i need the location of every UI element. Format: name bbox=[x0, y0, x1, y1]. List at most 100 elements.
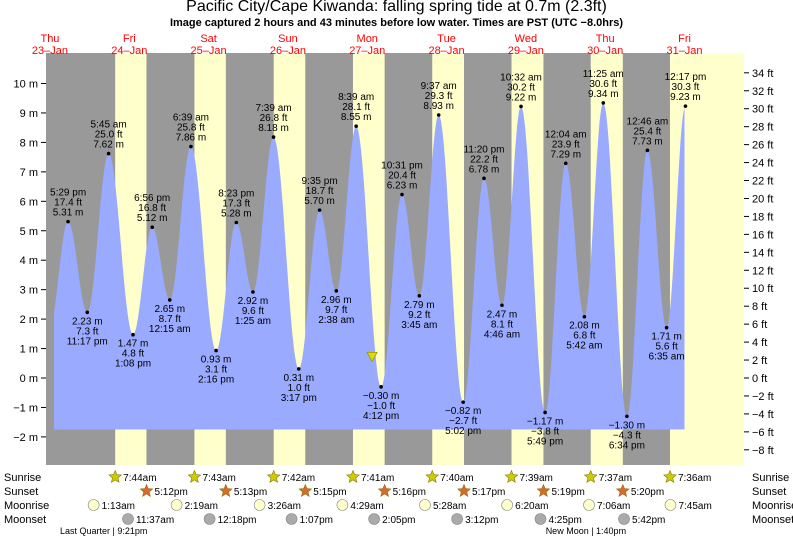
tide-label: 5:49 pm bbox=[527, 436, 563, 447]
tide-curve bbox=[53, 103, 685, 430]
tide-label: 10:32 am bbox=[500, 72, 542, 83]
tide-point bbox=[271, 135, 276, 139]
tide-label: 5:42 am bbox=[566, 341, 602, 352]
moonrise-time: 1:13am bbox=[102, 501, 135, 512]
moonset-time: 4:25pm bbox=[548, 515, 581, 526]
sunset-icon bbox=[139, 483, 154, 497]
sunset-time: 5:17pm bbox=[472, 487, 505, 498]
tide-label: 9.7 ft bbox=[325, 305, 347, 316]
moonrise-icon bbox=[170, 499, 183, 511]
left-axis-label: 9 m bbox=[20, 108, 38, 120]
tide-point bbox=[563, 161, 568, 166]
tide-label: 6:35 am bbox=[649, 352, 685, 363]
day-header-date: 30–Jan bbox=[587, 45, 623, 57]
right-axis-label: 34 ft bbox=[752, 68, 773, 80]
sunset-icon bbox=[457, 483, 471, 497]
tide-point bbox=[66, 219, 70, 224]
moonset-time: 2:05pm bbox=[382, 515, 415, 526]
tide-label: 9:37 am bbox=[421, 81, 457, 92]
tide-point bbox=[519, 104, 523, 109]
left-axis-label: 3 m bbox=[20, 285, 38, 297]
sunset-row-label-left: Sunset bbox=[4, 486, 38, 498]
tide-point bbox=[664, 325, 669, 330]
tide-label: 2.47 m bbox=[487, 309, 518, 320]
tide-label: 23.9 ft bbox=[552, 139, 580, 150]
tide-label: 6.78 m bbox=[469, 164, 500, 175]
left-axis-label: 2 m bbox=[20, 314, 38, 326]
tide-label: 18.7 ft bbox=[306, 186, 334, 197]
tide-label: 16.8 ft bbox=[138, 203, 166, 214]
sunset-icon bbox=[615, 483, 630, 497]
sunrise-icon bbox=[108, 469, 123, 483]
tide-label: 5:29 pm bbox=[50, 188, 86, 199]
sunrise-time: 7:39am bbox=[519, 473, 552, 484]
day-header-dow: Wed bbox=[515, 33, 537, 45]
tide-label: 12:04 am bbox=[545, 129, 587, 140]
moonset-icon bbox=[203, 513, 216, 525]
tide-label: 0.93 m bbox=[201, 355, 232, 366]
right-axis-label: −8 ft bbox=[752, 445, 774, 457]
moonrise-time: 4:29am bbox=[350, 501, 383, 512]
sunrise-icon bbox=[663, 469, 677, 483]
moonrise-icon bbox=[419, 499, 431, 511]
tide-label: 5.70 m bbox=[304, 196, 335, 207]
sunset-time: 5:15pm bbox=[313, 487, 346, 498]
tide-label: 9.34 m bbox=[588, 89, 619, 100]
moonrise-time: 7:45am bbox=[678, 501, 711, 512]
sunrise-time: 7:44am bbox=[123, 473, 156, 484]
day-header-date: 29–Jan bbox=[508, 45, 544, 57]
tide-point bbox=[417, 294, 422, 298]
tide-label: 4:12 pm bbox=[363, 411, 399, 422]
moonrise-row-label-right: Moonrise bbox=[752, 500, 793, 512]
moonset-row-label-left: Moonset bbox=[4, 514, 46, 526]
tide-point bbox=[461, 400, 465, 404]
tide-label: −3.8 ft bbox=[531, 426, 559, 437]
tide-label: 9.23 m bbox=[670, 92, 701, 103]
sunrise-row-label-right: Sunrise bbox=[752, 472, 789, 484]
left-axis-label: 1 m bbox=[20, 344, 38, 356]
tide-label: 12:17 pm bbox=[665, 72, 707, 83]
moonset-icon bbox=[368, 513, 380, 525]
tide-label: 8:39 am bbox=[338, 92, 374, 103]
tide-label: 2.08 m bbox=[569, 321, 600, 332]
tide-label: 1.47 m bbox=[118, 339, 149, 350]
tide-point bbox=[167, 298, 172, 302]
tide-point bbox=[150, 225, 154, 230]
right-axis-label: 8 ft bbox=[752, 301, 767, 313]
tide-label: 2.96 m bbox=[321, 295, 352, 306]
moonrise-icon bbox=[664, 499, 677, 511]
moonset-icon bbox=[618, 513, 630, 525]
tide-point bbox=[317, 208, 322, 212]
right-axis-label: −4 ft bbox=[752, 409, 774, 421]
left-axis-label: 4 m bbox=[20, 255, 38, 267]
tide-point bbox=[214, 348, 218, 353]
tide-label: 25.4 ft bbox=[633, 126, 661, 137]
tide-label: 30.3 ft bbox=[672, 82, 700, 93]
tide-point bbox=[379, 385, 383, 389]
moonset-icon bbox=[451, 513, 463, 525]
right-axis-label: 26 ft bbox=[752, 140, 773, 152]
day-header-dow: Thu bbox=[596, 33, 615, 45]
tide-label: 6.8 ft bbox=[573, 331, 595, 342]
tide-label: 5.12 m bbox=[137, 213, 168, 224]
day-header-date: 27–Jan bbox=[349, 45, 385, 57]
chart-title: Pacific City/Cape Kiwanda: falling sprin… bbox=[186, 0, 607, 15]
tide-point bbox=[296, 367, 301, 371]
sunrise-time: 7:42am bbox=[282, 473, 315, 484]
tide-label: 2.23 m bbox=[72, 316, 103, 327]
tide-label: 2.79 m bbox=[404, 300, 435, 311]
moonrise-icon bbox=[253, 499, 266, 511]
day-header-dow: Sat bbox=[200, 33, 217, 45]
sunset-icon bbox=[536, 483, 551, 497]
tide-label: 7.29 m bbox=[550, 149, 581, 160]
right-axis-label: 32 ft bbox=[752, 86, 773, 98]
sunrise-time: 7:43am bbox=[202, 473, 235, 484]
day-header-date: 31–Jan bbox=[666, 45, 702, 57]
tide-point bbox=[482, 176, 486, 181]
tide-label: −4.3 ft bbox=[613, 430, 641, 441]
moon-phase-label: Last Quarter | 9:21pm bbox=[60, 526, 147, 536]
tide-label: 25.0 ft bbox=[95, 130, 123, 141]
sunset-time: 5:16pm bbox=[393, 487, 426, 498]
right-axis-label: 16 ft bbox=[752, 229, 773, 241]
tide-label: 30.6 ft bbox=[589, 79, 617, 90]
